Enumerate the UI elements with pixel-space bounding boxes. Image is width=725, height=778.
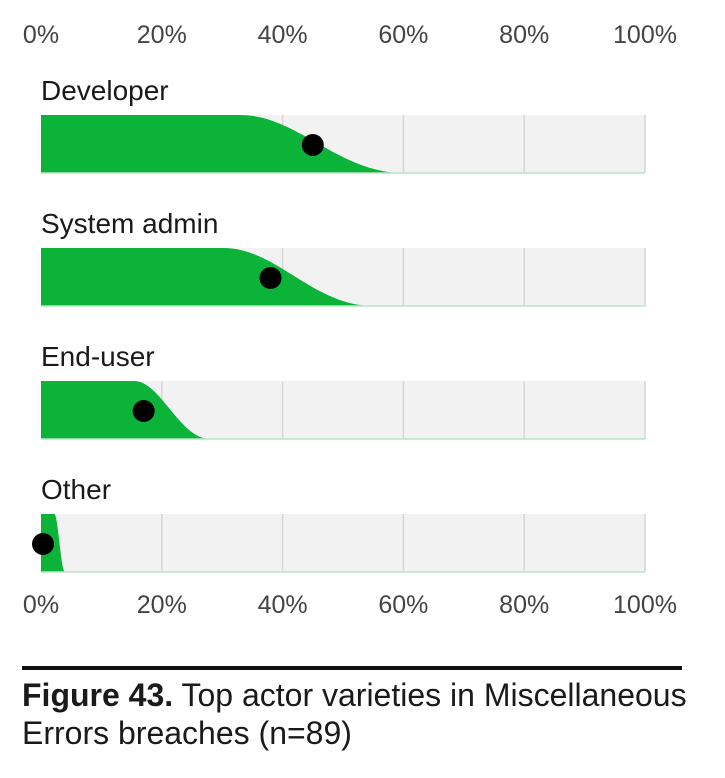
row-other: Other [32,474,646,573]
category-label: Developer [41,75,169,106]
top-x-axis-tick-label: 80% [499,21,549,49]
bottom-x-axis: 0% 20% 40% 60% 80% 100% [23,591,677,619]
category-label: Other [41,474,111,505]
figure-label: Figure 43. [22,677,174,713]
top-x-axis-tick-label: 40% [258,21,308,49]
bottom-x-axis-tick-label: 40% [258,591,308,619]
distribution-area [41,381,211,439]
top-x-axis: 0% 20% 40% 60% 80% 100% [23,21,677,49]
row-system-admin: System admin [41,208,646,307]
top-x-axis-tick-label: 0% [23,21,59,49]
point-estimate-dot [32,533,54,555]
point-estimate-dot [259,267,282,289]
row-end-user: End-user [41,341,646,440]
chart: 0% 20% 40% 60% 80% 100% Developer System admin… [23,21,677,619]
category-label: System admin [41,208,218,239]
bottom-x-axis-tick-label: 60% [378,591,428,619]
distribution-area [41,248,374,306]
figure-caption: Figure 43. Top actor varieties in Miscel… [22,676,702,752]
bottom-x-axis-tick-label: 100% [613,591,677,619]
point-estimate-dot [132,400,155,422]
bar-track [41,514,645,572]
figure-caption-text: Top actor varieties in Miscellaneous Err… [22,677,687,751]
top-x-axis-tick-label: 60% [378,21,428,49]
row-developer: Developer [41,75,646,174]
bottom-x-axis-tick-label: 20% [137,591,187,619]
bottom-x-axis-tick-label: 0% [23,591,59,619]
chart-rows: Developer System admin End-user Other [32,75,646,573]
top-x-axis-tick-label: 20% [137,21,187,49]
top-x-axis-tick-label: 100% [613,21,677,49]
point-estimate-dot [301,134,324,156]
caption-rule [22,666,682,670]
bottom-x-axis-tick-label: 80% [499,591,549,619]
category-label: End-user [41,341,155,372]
distribution-area [41,115,404,173]
